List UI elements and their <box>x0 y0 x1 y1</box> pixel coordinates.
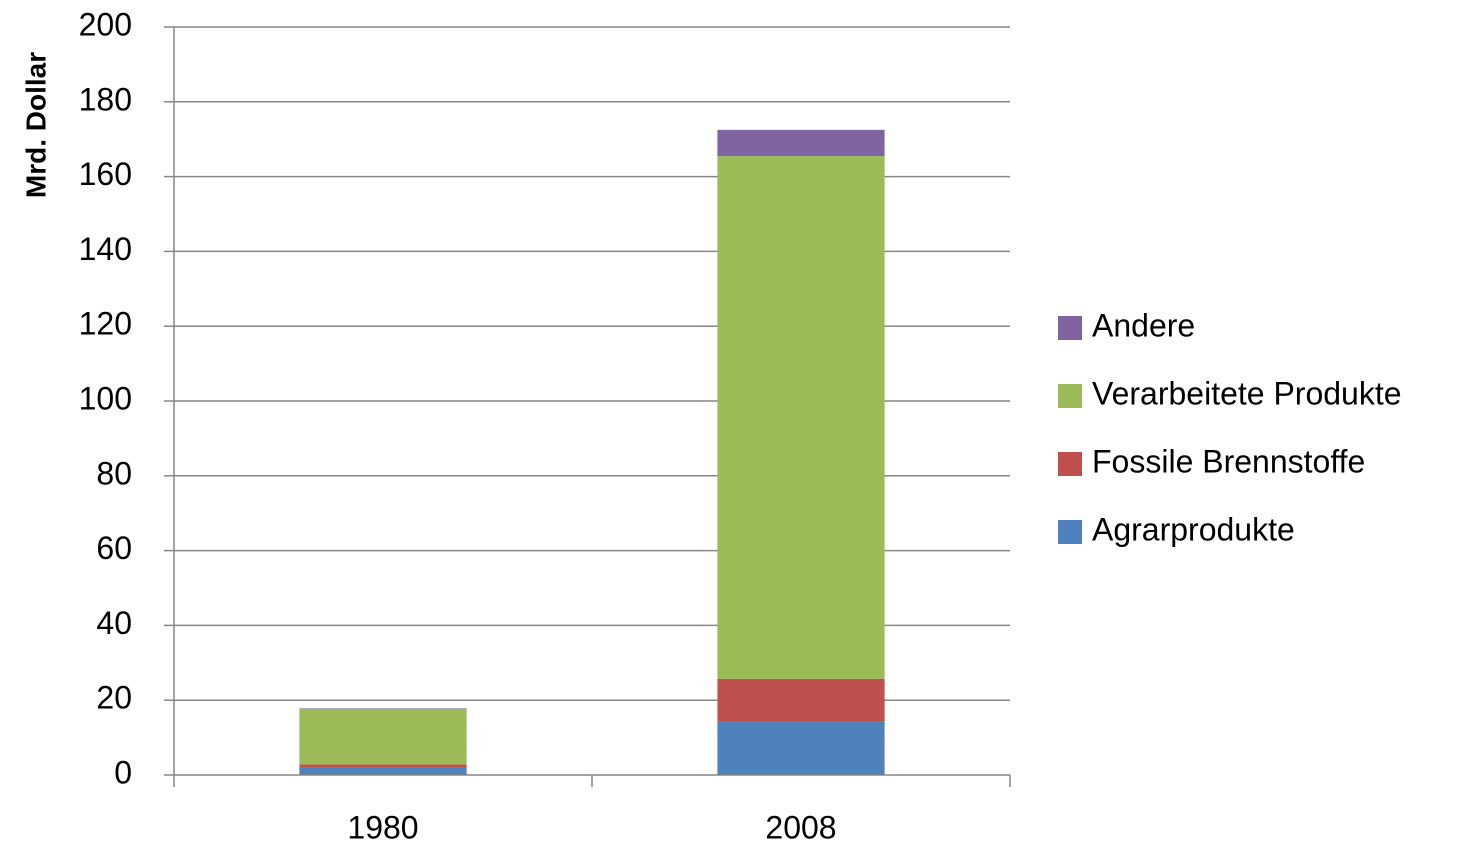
y-tick-label: 140 <box>79 231 132 267</box>
y-tick-label: 200 <box>79 6 132 42</box>
bar-segment <box>717 129 885 157</box>
y-tick-label: 180 <box>79 81 132 117</box>
legend-swatch <box>1058 452 1082 476</box>
bar-segment <box>717 156 885 679</box>
y-tick-label: 40 <box>96 605 132 641</box>
bar-segment <box>299 764 467 768</box>
x-tick-label: 2008 <box>765 809 836 845</box>
legend-swatch <box>1058 520 1082 544</box>
x-tick-label: 1980 <box>347 809 418 845</box>
y-axis-title: Mrd. Dollar <box>20 52 51 198</box>
legend-label: Andere <box>1092 307 1195 343</box>
y-tick-label: 100 <box>79 380 132 416</box>
legend-label: Agrarprodukte <box>1092 511 1295 547</box>
y-tick-label: 20 <box>96 680 132 716</box>
bar-segment <box>299 767 467 775</box>
y-tick-label: 120 <box>79 306 132 342</box>
legend-label: Fossile Brennstoffe <box>1092 443 1365 479</box>
legend-swatch <box>1058 316 1082 340</box>
y-tick-label: 160 <box>79 156 132 192</box>
y-tick-label: 60 <box>96 530 132 566</box>
bar-segment <box>299 708 467 710</box>
legend-label: Verarbeitete Produkte <box>1092 375 1402 411</box>
bar-segment <box>717 721 885 775</box>
legend-swatch <box>1058 384 1082 408</box>
y-tick-label: 0 <box>114 754 132 790</box>
bar-segment <box>299 709 467 765</box>
bar-segment <box>717 678 885 722</box>
y-tick-label: 80 <box>96 455 132 491</box>
